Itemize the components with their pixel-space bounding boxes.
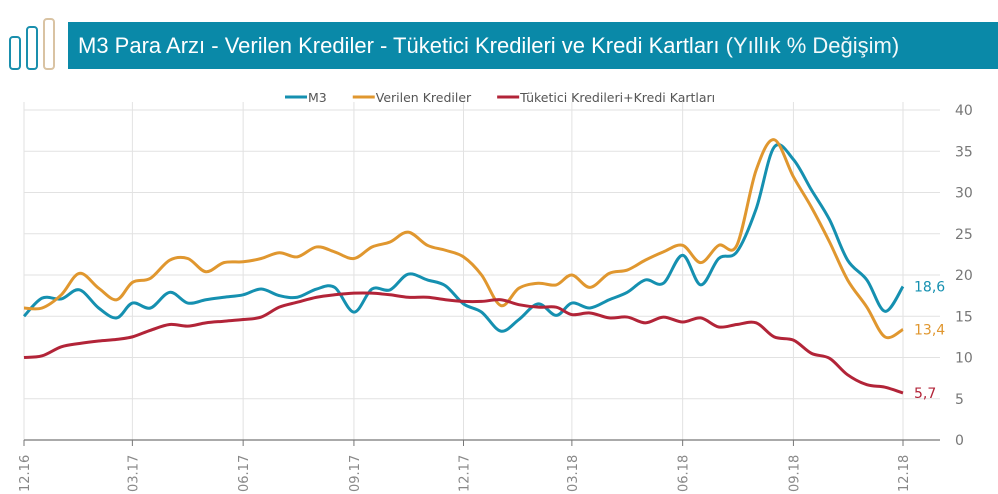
- title-bar: M3 Para Arzı - Verilen Krediler - Tüketi…: [68, 22, 998, 69]
- y-tick-label: 15: [955, 309, 973, 325]
- x-tick-label: 03.17: [126, 455, 141, 492]
- end-value-label: 13,4: [914, 322, 945, 338]
- x-tick-label: 06.17: [237, 455, 252, 492]
- y-tick-label: 5: [955, 392, 964, 408]
- logo-bar-3: [43, 18, 55, 70]
- y-tick-label: 35: [955, 144, 973, 160]
- logo-bar-2: [26, 26, 38, 70]
- chart-title: M3 Para Arzı - Verilen Krediler - Tüketi…: [78, 33, 720, 58]
- y-tick-label: 25: [955, 227, 973, 243]
- end-value-label: 5,7: [914, 386, 936, 402]
- x-tick-label: 12.17: [458, 455, 473, 492]
- x-tick-label: 12.18: [897, 455, 912, 492]
- y-tick-label: 20: [955, 268, 973, 284]
- y-tick-label: 40: [955, 103, 973, 119]
- end-value-label: 18,6: [914, 280, 945, 296]
- x-tick-label: 09.17: [348, 455, 363, 492]
- series-line-0: [22, 143, 905, 333]
- x-tick-label: 03.18: [566, 455, 581, 492]
- x-tick-label: 06.18: [677, 455, 692, 492]
- series-line-1: [23, 138, 904, 340]
- series-line-2: [23, 291, 904, 395]
- logo-bars-icon: [9, 18, 55, 70]
- chart-title-suffix: (Yıllık % Değişim): [725, 33, 900, 58]
- y-tick-label: 10: [955, 351, 973, 367]
- logo-bar-1: [9, 36, 21, 70]
- legend-label: M3: [308, 90, 327, 105]
- y-tick-label: 30: [955, 186, 973, 202]
- y-tick-label: 0: [955, 433, 964, 449]
- x-tick-label: 12.16: [18, 455, 33, 492]
- legend-label: Verilen Krediler: [376, 90, 472, 105]
- legend-label: Tüketici Kredileri+Kredi Kartları: [519, 90, 715, 105]
- x-tick-label: 09.18: [787, 455, 802, 492]
